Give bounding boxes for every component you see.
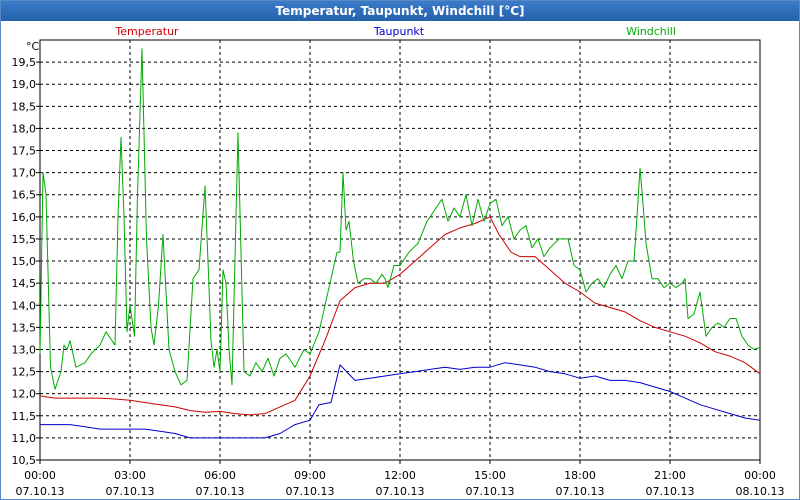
y-tick-label: 16,5 [12, 189, 37, 202]
y-tick-label: 17,0 [12, 167, 37, 180]
x-tick-time: 06:00 [204, 469, 236, 482]
y-tick-label: 12,0 [12, 388, 37, 401]
x-tick-time: 18:00 [564, 469, 596, 482]
y-tick-label: 13,0 [12, 343, 37, 356]
x-tick-time: 00:00 [24, 469, 56, 482]
y-tick-label: 19,5 [12, 56, 37, 69]
x-tick-date: 07.10.13 [196, 485, 245, 498]
x-tick-time: 21:00 [654, 469, 686, 482]
axes: 10,5 11,0 11,5 12,0 12,5 13,0 13,5 14,0 14,5 15,0… [12, 56, 785, 498]
y-tick-label: 18,5 [12, 100, 37, 113]
y-tick-label: 14,5 [12, 277, 37, 290]
legend-temperatur: Temperatur [114, 25, 179, 38]
grid [40, 40, 760, 460]
series-line-windchill [39, 48, 761, 390]
y-tick-label: 19,0 [12, 78, 37, 91]
y-axis-label: °C [26, 40, 40, 53]
x-tick-date: 07.10.13 [646, 485, 695, 498]
series-line-taupunkt [40, 362, 761, 439]
x-tick-date: 07.10.13 [286, 485, 335, 498]
x-tick-date: 07.10.13 [466, 485, 515, 498]
y-tick-label: 16,0 [12, 211, 37, 224]
legend-taupunkt: Taupunkt [373, 25, 425, 38]
y-tick-label: 13,5 [12, 321, 37, 334]
y-tick-label: 17,5 [12, 145, 37, 158]
y-tick-label: 11,0 [12, 432, 37, 445]
x-tick-time: 12:00 [384, 469, 416, 482]
y-tick-label: 18,0 [12, 122, 37, 135]
y-tick-label: 14,0 [12, 299, 37, 312]
x-tick-time: 03:00 [114, 469, 146, 482]
x-tick-date: 07.10.13 [16, 485, 65, 498]
x-tick-time: 15:00 [474, 469, 506, 482]
y-tick-label: 12,5 [12, 366, 37, 379]
y-tick-label: 15,5 [12, 233, 37, 246]
x-tick-time: 09:00 [294, 469, 326, 482]
x-tick-date: 07.10.13 [106, 485, 155, 498]
series-lines [39, 48, 761, 439]
y-tick-label: 11,5 [12, 410, 37, 423]
x-tick-time: 00:00 [744, 469, 776, 482]
x-tick-date: 07.10.13 [556, 485, 605, 498]
x-tick-date: 08.10.13 [736, 485, 785, 498]
y-tick-label: 15,0 [12, 255, 37, 268]
y-tick-label: 10,5 [12, 454, 37, 467]
window-title: Temperatur, Taupunkt, Windchill [°C] [1, 1, 799, 21]
x-tick-date: 07.10.13 [376, 485, 425, 498]
series-line-temperatur [39, 216, 761, 416]
legend-windchill: Windchill [626, 25, 676, 38]
